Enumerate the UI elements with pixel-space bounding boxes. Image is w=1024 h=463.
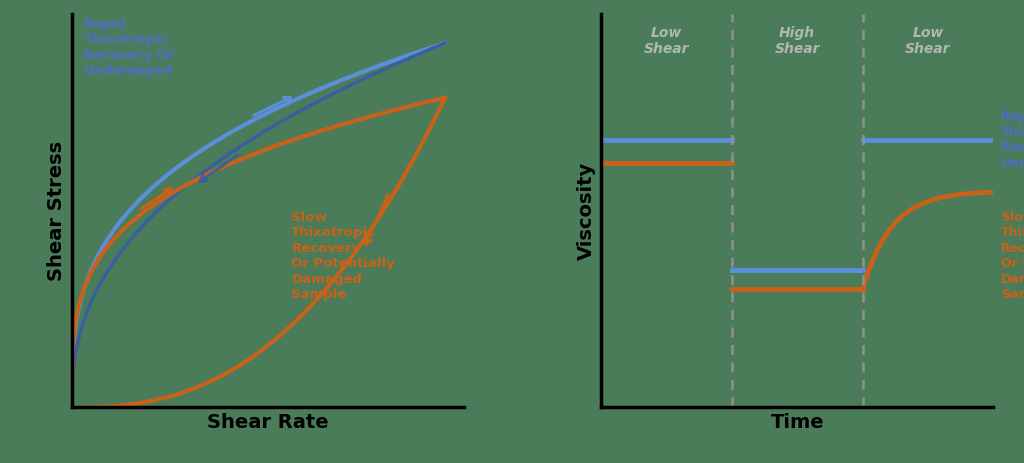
- Text: Slow
Thixotropic
Recovery
Or Potentially
Damaged
Sample: Slow Thixotropic Recovery Or Potentially…: [291, 211, 395, 301]
- Text: Slow
Thixotropic
Recovery
Or Potentially
Damaged
Sample: Slow Thixotropic Recovery Or Potentially…: [1001, 211, 1024, 301]
- Text: Rapid
Thixotropic
Recovery Or
Undamaged: Rapid Thixotropic Recovery Or Undamaged: [1001, 110, 1024, 169]
- Y-axis label: Viscosity: Viscosity: [577, 162, 596, 260]
- Text: High
Shear: High Shear: [774, 25, 820, 56]
- Text: Low
Shear: Low Shear: [905, 25, 950, 56]
- X-axis label: Time: Time: [770, 413, 824, 432]
- Text: Rapid
Thixotropic
Recovery Or
Undamaged: Rapid Thixotropic Recovery Or Undamaged: [83, 18, 175, 77]
- Y-axis label: Shear Stress: Shear Stress: [47, 141, 67, 281]
- X-axis label: Shear Rate: Shear Rate: [207, 413, 329, 432]
- Text: Low
Shear: Low Shear: [644, 25, 689, 56]
